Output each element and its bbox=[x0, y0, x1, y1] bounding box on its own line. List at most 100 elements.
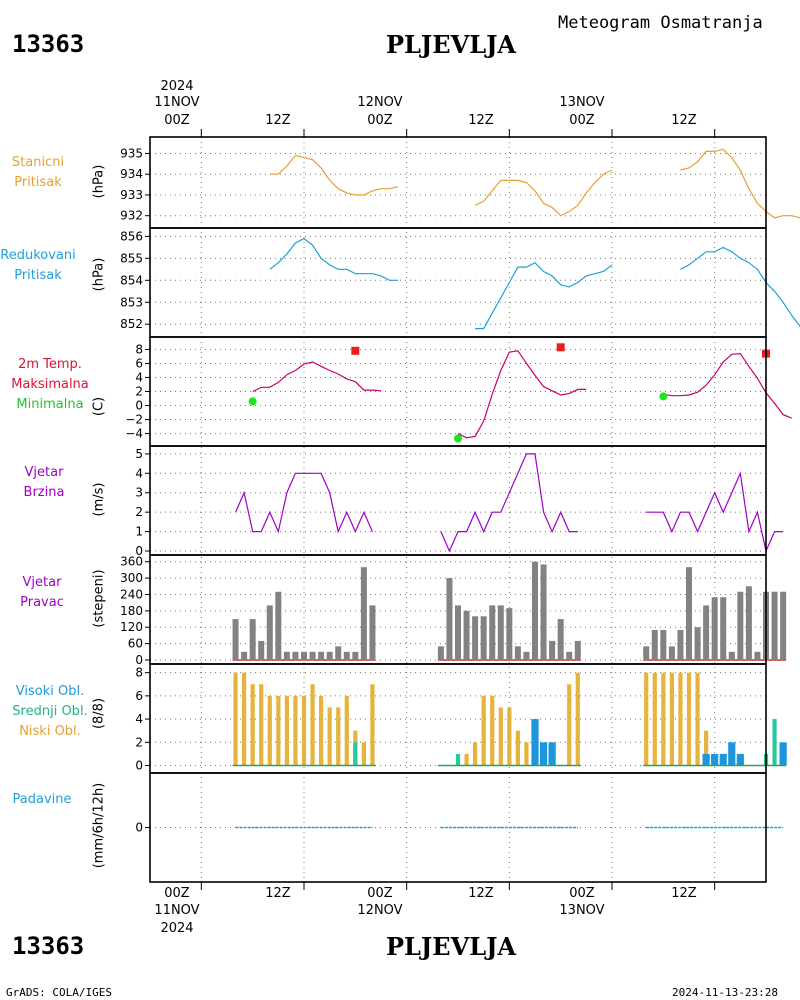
min-temp-marker-1 bbox=[454, 434, 462, 443]
wind-direction-bar-2 bbox=[249, 619, 256, 660]
pravac-ytick-label-4: 240 bbox=[120, 587, 143, 601]
wind-direction-bar-25 bbox=[506, 608, 513, 660]
wind-direction-bar-16 bbox=[369, 605, 376, 660]
wind-direction-bar-45 bbox=[737, 591, 744, 660]
cloud-niski-bar-4 bbox=[267, 695, 272, 766]
wind-direction-bar-22 bbox=[480, 616, 487, 660]
wind-direction-bar-37 bbox=[668, 646, 675, 660]
redukovani-panel-frame bbox=[149, 227, 767, 338]
wind-direction-bar-26 bbox=[514, 646, 521, 660]
cloud-visoki-bar-43 bbox=[719, 753, 727, 766]
cloud-niski-bar-35 bbox=[652, 672, 657, 766]
cloud-niski-bar-34 bbox=[644, 672, 649, 766]
label-brzina: Vjetar Brzina bbox=[6, 463, 82, 503]
wind-direction-bar-19 bbox=[455, 605, 461, 660]
wind-direction-bar-13 bbox=[343, 651, 350, 660]
brzina-series-line-2 bbox=[646, 471, 784, 553]
wind-direction-bar-8 bbox=[301, 651, 307, 660]
bottom-tick-label-3: 00Z bbox=[367, 886, 393, 901]
cloud-niski-bar-21 bbox=[473, 742, 478, 766]
redukovani-series-line-1 bbox=[475, 261, 613, 330]
cloud-niski-bar-5 bbox=[276, 695, 281, 766]
cloud-visoki-bar-41 bbox=[702, 753, 710, 766]
wind-direction-bar-12 bbox=[335, 646, 342, 660]
cloud-niski-bar-15 bbox=[361, 742, 366, 766]
temp-ytick-label-1: −2 bbox=[125, 413, 143, 427]
label-oblaci-line3: Niski Obl. bbox=[19, 724, 81, 739]
label-redukovani-line1: Redukovani bbox=[0, 248, 76, 263]
brzina-panel-frame bbox=[149, 445, 767, 556]
label-redukovani-line2: Pritisak bbox=[14, 268, 62, 283]
bottom-year-label: 2024 bbox=[160, 921, 194, 936]
wind-direction-bar-29 bbox=[540, 564, 547, 660]
temp-ytick-label-2: 0 bbox=[135, 399, 143, 413]
label-pravac-line2: Pravac bbox=[20, 595, 64, 610]
stanicni-ytick-label-2: 934 bbox=[120, 167, 143, 181]
cloud-niski-bar-8 bbox=[301, 695, 307, 766]
cloud-visoki-bar-44 bbox=[728, 742, 736, 766]
cloud-srednji-bar-14 bbox=[353, 742, 358, 766]
wind-direction-bar-44 bbox=[728, 651, 735, 660]
stanicni-series-line-0 bbox=[269, 154, 399, 196]
label-pravac-line1: Vjetar bbox=[22, 575, 62, 590]
top-year-label: 2024 bbox=[160, 79, 194, 94]
bottom-tick-label-2: 12Z bbox=[265, 886, 291, 901]
redukovani-ytick-label-4: 856 bbox=[120, 229, 143, 243]
min-temp-marker-2 bbox=[659, 392, 668, 401]
bottom-tick-label-1: 00Z bbox=[164, 886, 190, 901]
redukovani-series-line-0 bbox=[269, 237, 399, 281]
brzina-ytick-label-0: 0 bbox=[135, 544, 143, 558]
wind-direction-bar-34 bbox=[643, 646, 650, 660]
cloud-niski-bar-3 bbox=[259, 684, 264, 766]
bottom-tick-label-4: 12Z bbox=[468, 886, 494, 901]
cloud-visoki-bar-29 bbox=[539, 742, 548, 766]
station-id-header: 13363 bbox=[12, 30, 85, 58]
top-tick-label-3: 00Z bbox=[367, 113, 393, 128]
cloud-niski-bar-10 bbox=[319, 695, 324, 766]
wind-direction-bar-18 bbox=[446, 578, 453, 660]
label-pravac: Vjetar Pravac bbox=[4, 573, 80, 613]
pravac-ytick-label-2: 120 bbox=[120, 620, 143, 634]
wind-direction-bar-17 bbox=[437, 646, 444, 660]
wind-direction-bar-42 bbox=[711, 597, 718, 660]
wind-direction-bar-27 bbox=[523, 651, 530, 660]
bottom-day-label-3: 13NOV bbox=[559, 903, 605, 918]
temp-ytick-label-5: 6 bbox=[135, 356, 143, 370]
brzina-series-line-1 bbox=[440, 453, 578, 553]
station-name-footer: PLJEVLJA bbox=[386, 932, 517, 961]
temp-panel-frame bbox=[149, 336, 767, 447]
padavine-ytick-label-0: 0 bbox=[135, 821, 143, 835]
wind-direction-bar-14 bbox=[352, 651, 359, 660]
oblaci-ytick-label-0: 0 bbox=[135, 759, 143, 773]
redukovani-series-line-2 bbox=[680, 246, 800, 327]
top-tick-label-4: 12Z bbox=[468, 113, 494, 128]
cloud-visoki-bar-28 bbox=[531, 719, 539, 766]
wind-direction-bar-7 bbox=[292, 651, 299, 660]
label-oblaci: Visoki Obl. Srednji Obl. Niski Obl. bbox=[0, 682, 100, 742]
stanicni-series-line-1 bbox=[474, 169, 613, 217]
temp-series-line-2 bbox=[663, 352, 792, 419]
wind-direction-bar-5 bbox=[275, 591, 282, 660]
label-oblaci-line1: Visoki Obl. bbox=[15, 684, 85, 699]
station-name-header: PLJEVLJA bbox=[386, 30, 517, 59]
stanicni-ytick-label-0: 932 bbox=[120, 209, 143, 223]
pravac-ytick-label-6: 360 bbox=[120, 555, 143, 569]
label-temp-line1: 2m Temp. bbox=[18, 357, 82, 372]
cloud-niski-bar-38 bbox=[678, 672, 683, 766]
brzina-ytick-label-1: 1 bbox=[135, 525, 143, 539]
bottom-day-label-2: 12NOV bbox=[357, 903, 403, 918]
oblaci-ytick-label-1: 2 bbox=[135, 735, 143, 749]
label-brzina-line1: Vjetar bbox=[24, 465, 64, 480]
wind-direction-bar-39 bbox=[686, 567, 692, 660]
temp-ytick-label-4: 4 bbox=[135, 370, 143, 384]
stanicni-panel-frame bbox=[149, 136, 767, 229]
cloud-niski-bar-0 bbox=[233, 672, 238, 766]
oblaci-ytick-label-4: 8 bbox=[135, 666, 143, 680]
wind-direction-bar-38 bbox=[677, 629, 684, 660]
bottom-tick-label-6: 12Z bbox=[671, 886, 697, 901]
pravac-ytick-label-5: 300 bbox=[120, 571, 143, 585]
stanicni-ytick-label-1: 933 bbox=[120, 188, 143, 202]
wind-direction-bar-47 bbox=[754, 651, 761, 660]
wind-direction-bar-30 bbox=[549, 640, 556, 660]
cloud-visoki-bar-45 bbox=[736, 753, 744, 766]
